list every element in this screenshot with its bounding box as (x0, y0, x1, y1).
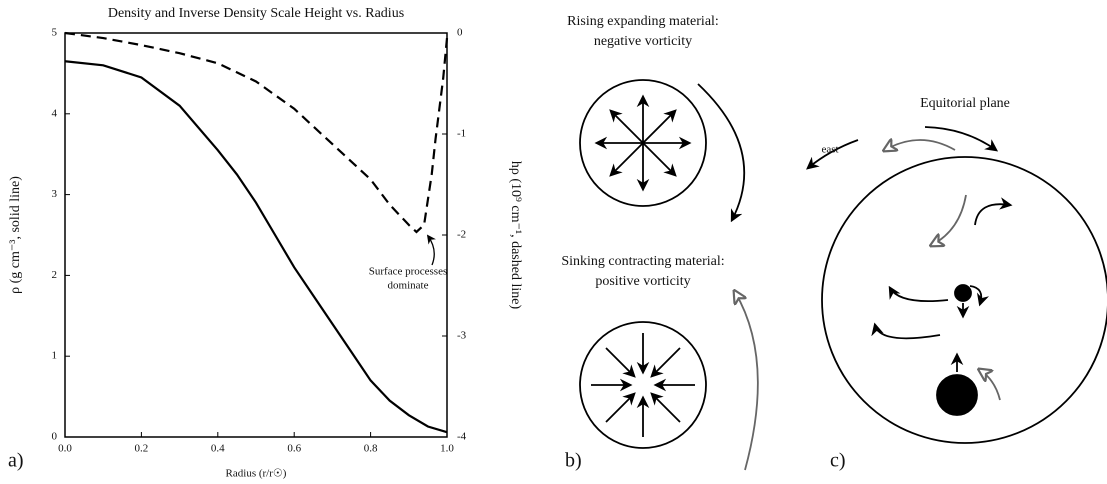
annotation-arrow (426, 234, 436, 266)
large-body (936, 374, 978, 416)
caption: positive vorticity (595, 274, 690, 289)
y2-tick-label: 0 (457, 27, 463, 39)
x-tick-label: 0.4 (211, 443, 225, 455)
x-tick-label: 0.2 (135, 443, 149, 455)
caption: east (821, 144, 838, 156)
caption: Equitorial plane (920, 96, 1010, 111)
inward-arrows (591, 333, 695, 437)
x-tick-label: 1.0 (440, 443, 454, 455)
y2-tick-label: -2 (457, 229, 466, 241)
arrow (974, 197, 1013, 226)
caption: Rising expanding material: (567, 14, 719, 29)
y-tick-label: 0 (52, 431, 58, 443)
panel-b-text: Rising expanding material: negative vort… (561, 14, 724, 471)
y-tick-label: 1 (52, 350, 58, 362)
arrow (885, 140, 956, 150)
outward-arrows (594, 94, 692, 192)
circle (579, 79, 707, 207)
east-arrow (806, 139, 859, 170)
panel-label: b) (565, 450, 582, 472)
y-tick-label: 2 (52, 269, 58, 281)
arrow (969, 285, 990, 307)
y2-tick-label: -3 (457, 330, 467, 342)
small-body (954, 284, 972, 302)
data-line (64, 31, 449, 234)
y2-tick-label: -4 (457, 431, 467, 443)
panel-c (806, 126, 1107, 444)
x-axis-label: Radius (r/r☉) (226, 468, 287, 480)
x-tick-label: 0.0 (58, 443, 72, 455)
plot-frame (64, 32, 448, 438)
rotation-arrow (697, 83, 746, 223)
rotation-arrow (735, 292, 759, 471)
arrow (980, 370, 1001, 401)
arrow (924, 126, 999, 152)
annotation: dominate (388, 280, 429, 292)
x-tick-label: 0.6 (287, 443, 301, 455)
y-tick-label: 3 (52, 188, 58, 200)
y-axis-label: ρ (g cm⁻³, solid line) (8, 176, 23, 294)
y2-axis-label: hρ (10⁹ cm⁻¹, dashed line) (508, 161, 523, 310)
y-tick-label: 4 (52, 107, 58, 119)
y2-tick-label: -1 (457, 128, 466, 140)
panel-c-text: Equitorial plane east c) (821, 96, 1009, 471)
caption: Sinking contracting material: (561, 254, 724, 269)
chart-title: Density and Inverse Density Scale Height… (108, 6, 404, 21)
annotation: Surface processes (369, 266, 448, 278)
panel-b (579, 79, 759, 471)
panel-label: c) (830, 450, 846, 472)
panel-label: a) (8, 450, 24, 472)
arrow (871, 322, 941, 340)
data-line (64, 60, 448, 434)
caption: negative vorticity (594, 34, 692, 49)
x-tick-label: 0.8 (364, 443, 378, 455)
chart-a: Density and Inverse Density Scale Height… (8, 6, 523, 479)
arrow (932, 194, 967, 245)
y-tick-label: 5 (52, 27, 58, 39)
circle (821, 156, 1107, 444)
arrow (888, 285, 949, 303)
circle (579, 321, 707, 449)
